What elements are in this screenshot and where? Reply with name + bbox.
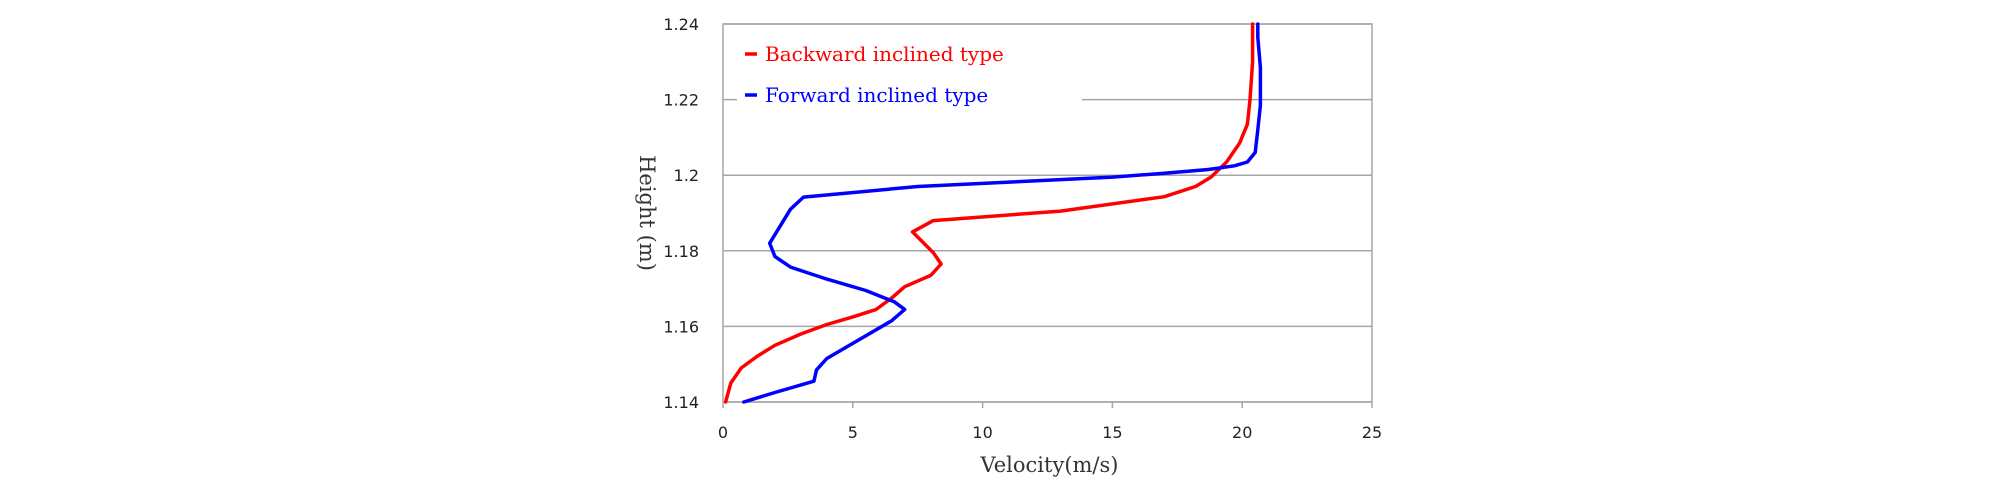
y-tick-label: 1.24 <box>663 15 699 34</box>
x-tick-label: 10 <box>972 423 992 442</box>
y-tick-label: 1.16 <box>663 317 699 336</box>
y-tick-label: 1.18 <box>663 242 699 261</box>
legend: Backward inclined type Forward inclined t… <box>737 33 1082 115</box>
x-tick-label: 15 <box>1102 423 1122 442</box>
y-tick-label: 1.22 <box>663 91 699 110</box>
series-line-backward-inclined <box>723 22 1255 404</box>
x-axis-title: Velocity(m/s) <box>980 453 1119 477</box>
y-tick-label: 1.2 <box>674 166 699 185</box>
legend-label: Forward inclined type <box>765 83 988 107</box>
x-tick-label: 5 <box>848 423 858 442</box>
series-line-forward-inclined <box>742 22 1263 404</box>
axis-ticks: 1.14 1.16 1.18 1.2 1.22 1.24 0 5 10 15 20 25 <box>663 15 1382 442</box>
x-tick-label: 25 <box>1362 423 1382 442</box>
x-tick-label: 0 <box>718 423 728 442</box>
legend-background <box>737 33 1082 115</box>
y-axis-title: Height (m) <box>635 155 659 271</box>
plot-area-frame <box>722 23 1373 403</box>
x-tick-label: 20 <box>1232 423 1252 442</box>
y-tick-label: 1.14 <box>663 393 699 412</box>
legend-label: Backward inclined type <box>765 42 1004 66</box>
series-lines <box>723 22 1263 404</box>
